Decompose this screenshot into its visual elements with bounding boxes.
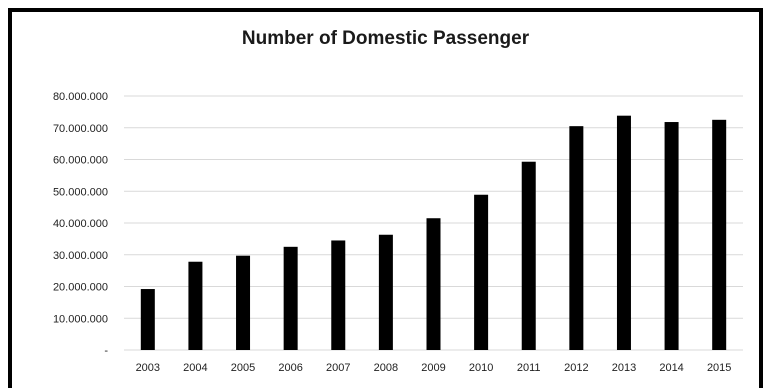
bar-2006 [283,246,298,350]
x-tick-label: 2012 [564,362,588,374]
bar-2014 [664,122,679,350]
x-tick-label: 2013 [612,362,636,374]
x-tick-label: 2011 [517,362,541,374]
y-tick-label: - [104,345,108,357]
x-tick-label: 2003 [136,362,160,374]
bar-2008 [378,234,393,350]
y-tick-label: 60.000.000 [53,155,108,167]
bar-2013 [616,115,631,350]
x-tick-label: 2007 [326,362,350,374]
y-tick-label: 40.000.000 [53,218,108,230]
y-axis: - 10.000.000 20.000.000 30.000.000 40.000.00… [53,91,108,357]
bar-2010 [474,194,489,350]
x-axis: 2003 2004 2005 2006 2007 2008 2009 2010 2011 2012… [136,362,732,374]
bar-2004 [188,261,203,350]
bar-2015 [712,119,727,350]
x-tick-label: 2015 [707,362,731,374]
y-tick-label: 20.000.000 [53,282,108,294]
y-tick-label: 30.000.000 [53,250,108,262]
y-tick-label: 50.000.000 [53,186,108,198]
bar-2005 [236,255,251,350]
y-tick-label: 80.000.000 [53,91,108,103]
chart-title: Number of Domestic Passenger [241,28,530,49]
y-tick-label: 70.000.000 [53,123,108,135]
x-tick-label: 2006 [278,362,302,374]
x-tick-label: 2008 [374,362,398,374]
bar-2012 [569,126,584,350]
x-tick-label: 2004 [183,362,207,374]
x-tick-label: 2005 [231,362,255,374]
x-tick-label: 2009 [421,362,445,374]
x-tick-label: 2010 [469,362,493,374]
bar-2011 [521,161,536,350]
bars [140,115,727,350]
bar-2003 [140,289,155,350]
bar-2009 [426,218,441,350]
y-tick-label: 10.000.000 [53,313,108,325]
x-tick-label: 2014 [659,362,683,374]
bar-2007 [331,240,346,350]
